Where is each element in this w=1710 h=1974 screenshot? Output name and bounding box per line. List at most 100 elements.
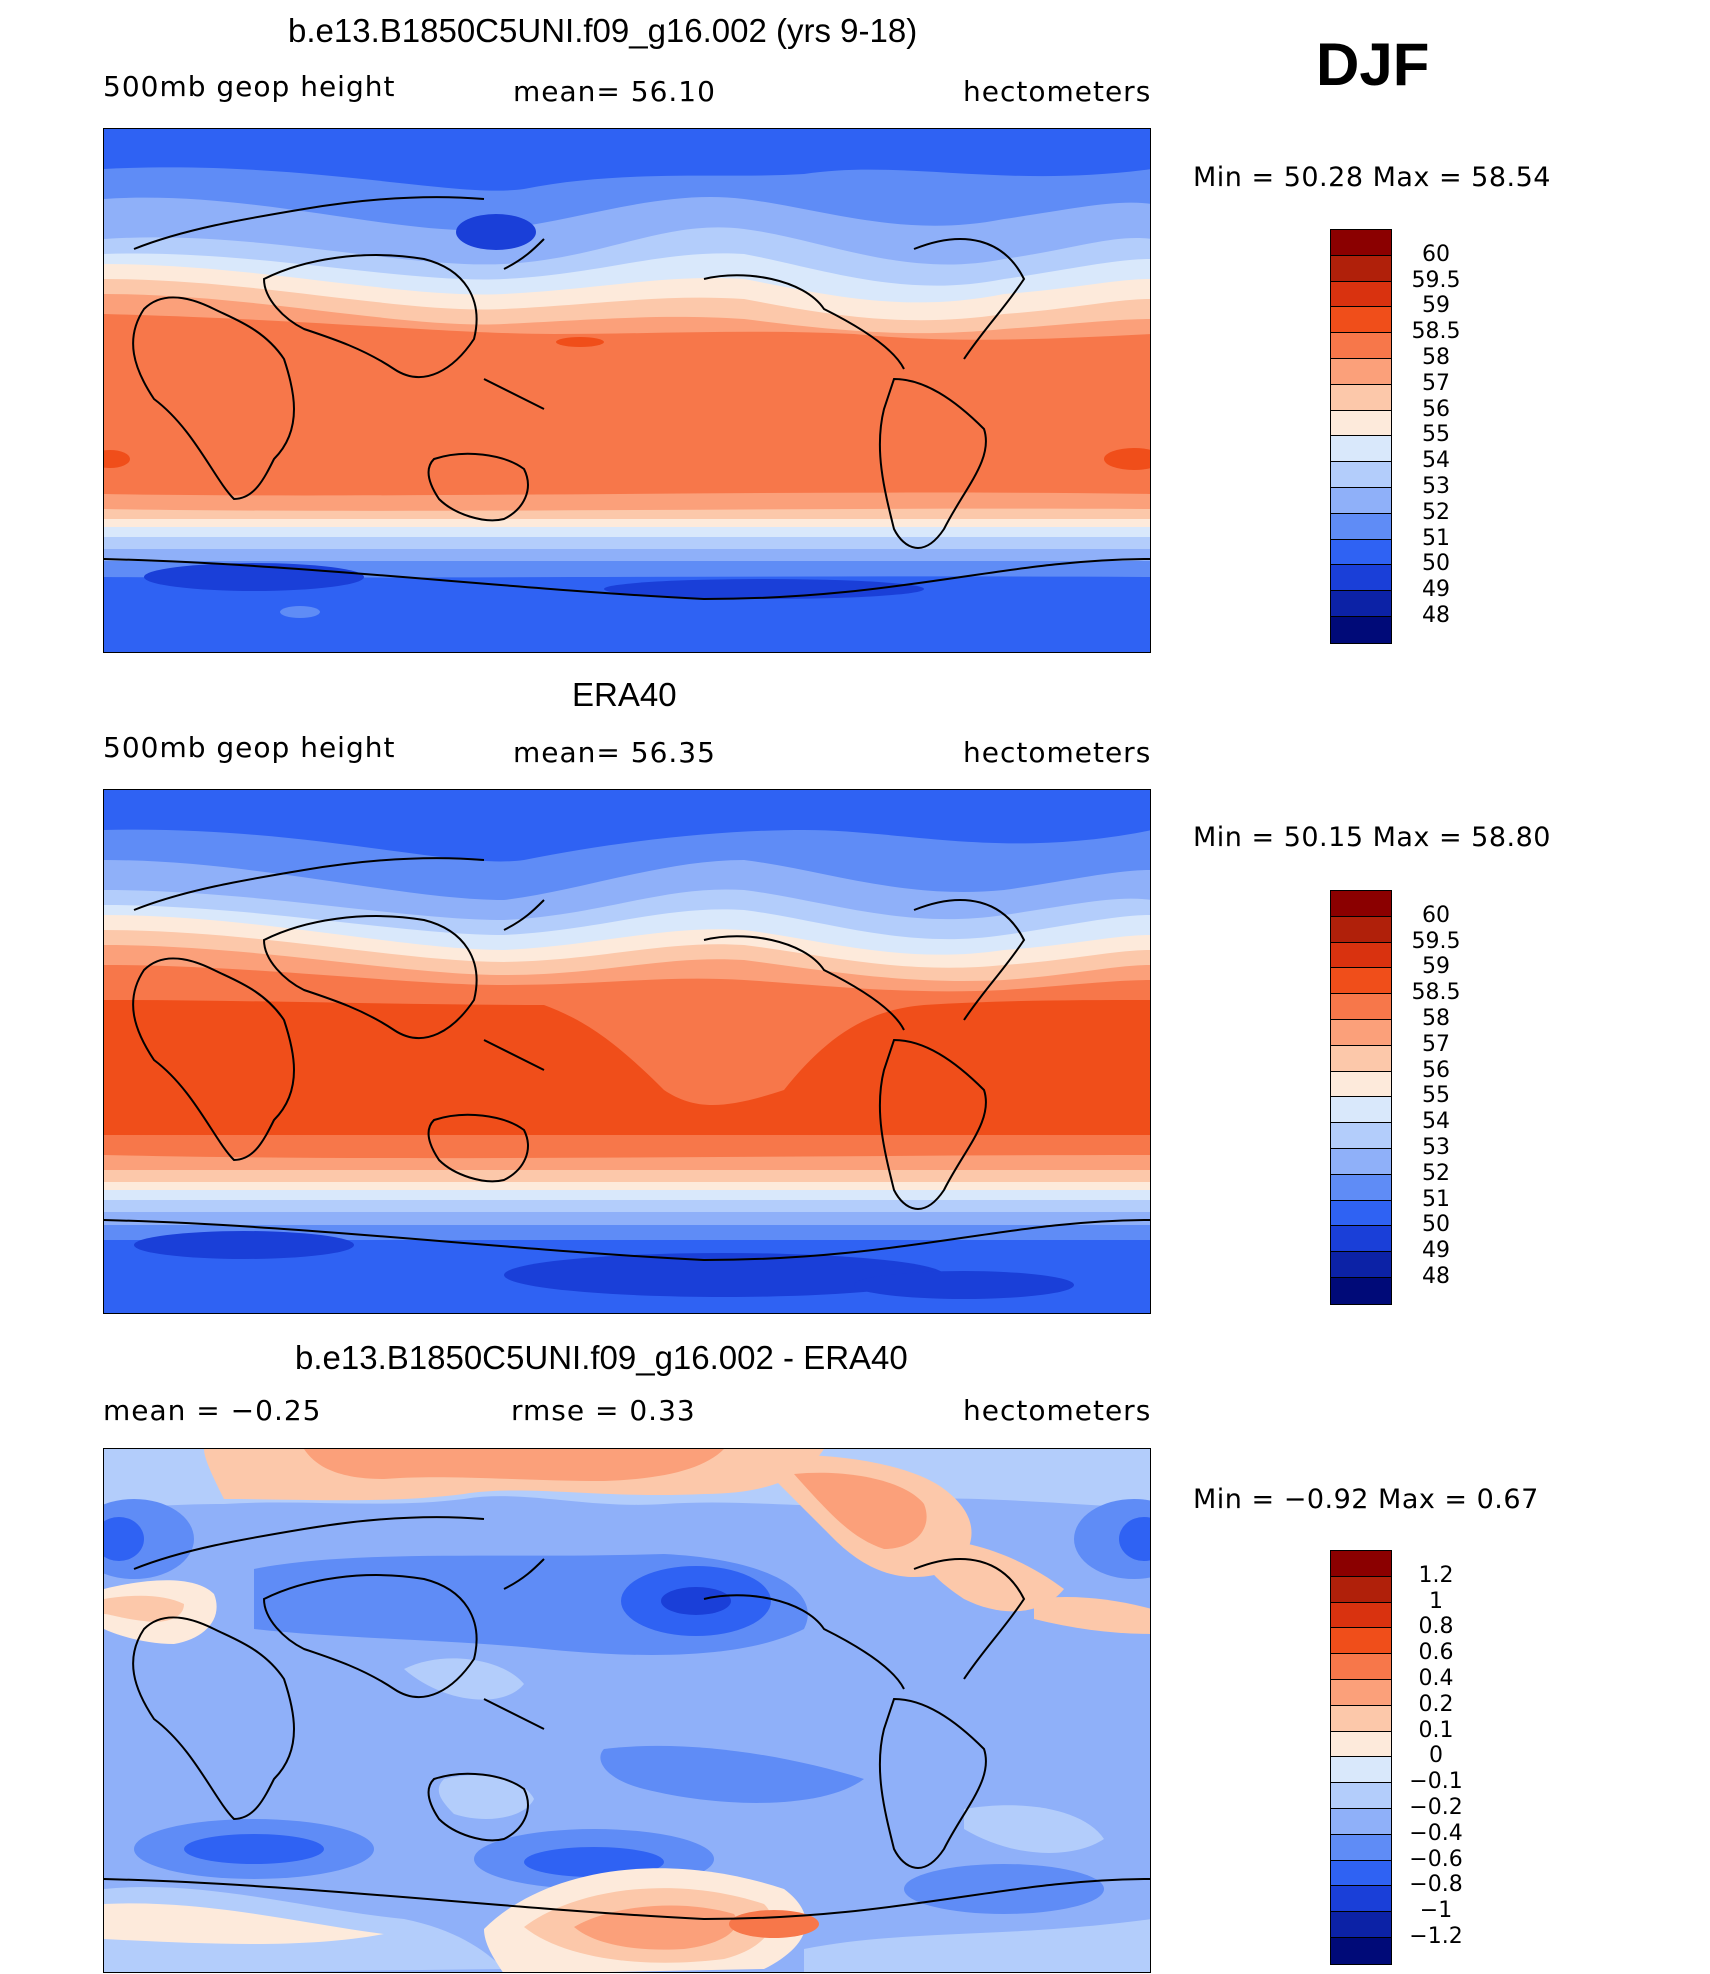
model-contour-field: [104, 129, 1150, 652]
colorbar-swatch: [1331, 1860, 1391, 1887]
colorbar-swatch: [1331, 539, 1391, 566]
colorbar-swatch: [1331, 1679, 1391, 1706]
colorbar-swatch: [1331, 281, 1391, 308]
colorbar-swatch: [1331, 384, 1391, 411]
difference-map: [103, 1448, 1151, 1973]
colorbar-swatch: [1331, 1834, 1391, 1861]
colorbar-swatch: [1331, 1123, 1391, 1149]
colorbar-label: 58.5: [1411, 980, 1461, 1006]
colorbar-swatch: [1331, 1045, 1391, 1072]
colorbar-swatch: [1331, 1731, 1391, 1758]
panel3-center-label: rmse = 0.33: [511, 1394, 696, 1427]
colorbar-label: −1.2: [1409, 1924, 1463, 1949]
panel2-right-label: hectometers: [963, 736, 1152, 769]
colorbar-swatch: [1331, 1886, 1391, 1913]
colorbar-swatch: [1331, 1912, 1391, 1938]
colorbar-label: 59: [1422, 954, 1450, 980]
panel3-left-label: mean = −0.25: [103, 1394, 322, 1427]
season-label: DJF: [1316, 31, 1430, 98]
colorbar-swatch: [1331, 1602, 1391, 1629]
colorbar-label: −0.6: [1409, 1846, 1463, 1872]
colorbar-swatch: [1331, 333, 1391, 359]
colorbar-swatch: [1331, 942, 1391, 969]
colorbar-label: 49: [1422, 1238, 1450, 1264]
colorbar-swatch: [1331, 255, 1391, 282]
panel3-right-label: hectometers: [963, 1394, 1152, 1427]
colorbar-swatch: [1331, 1551, 1391, 1577]
colorbar-label: 53: [1422, 1135, 1450, 1160]
colorbar-label: −1: [1419, 1898, 1453, 1924]
colorbar-label: 55: [1422, 1083, 1450, 1109]
colorbar-swatch: [1331, 1705, 1391, 1732]
colorbar-swatch: [1331, 1019, 1391, 1046]
colorbar-label: 0.2: [1418, 1691, 1454, 1717]
colorbar-swatch: [1331, 1628, 1391, 1655]
panel1-minmax: Min = 50.28 Max = 58.54: [1193, 162, 1551, 193]
colorbar-swatch: [1331, 1654, 1391, 1680]
colorbar-label: 58.5: [1411, 319, 1461, 345]
colorbar-label: 0.8: [1418, 1614, 1454, 1640]
colorbar-swatch: [1331, 994, 1391, 1020]
colorbar-label: 48: [1422, 603, 1450, 628]
era40-map: [103, 789, 1151, 1314]
colorbar-swatch: [1331, 591, 1391, 617]
colorbar-label: 59: [1422, 293, 1450, 319]
colorbar-label: −0.1: [1409, 1769, 1463, 1795]
colorbar-label: 58: [1422, 1006, 1450, 1031]
colorbar-swatch: [1331, 358, 1391, 385]
colorbar-label: 0.4: [1418, 1666, 1454, 1691]
colorbar-swatch: [1331, 1576, 1391, 1603]
colorbar-swatch: [1331, 487, 1391, 514]
colorbar-swatch: [1331, 565, 1391, 592]
colorbar-swatch: [1331, 1937, 1391, 1964]
panel2-minmax: Min = 50.15 Max = 58.80: [1193, 822, 1551, 853]
panel2-title: ERA40: [572, 676, 677, 713]
colorbar-swatch: [1331, 1071, 1391, 1098]
colorbar-label: 0: [1429, 1743, 1443, 1769]
colorbar-swatch: [1331, 1148, 1391, 1175]
colorbar-label: 51: [1422, 1186, 1450, 1212]
colorbar-label: 54: [1422, 1109, 1450, 1135]
panel2-left-label: 500mb geop height: [103, 731, 396, 764]
colorbar-swatch: [1331, 968, 1391, 995]
colorbar-label: 0.1: [1418, 1717, 1454, 1743]
colorbar-label: 56: [1422, 396, 1450, 422]
colorbar-swatch: [1331, 410, 1391, 437]
colorbar-swatch: [1331, 230, 1391, 256]
panel1-right-label: hectometers: [963, 75, 1152, 108]
colorbar-swatch: [1331, 1808, 1391, 1835]
colorbar-label: −0.4: [1409, 1820, 1463, 1846]
colorbar-label: 50: [1422, 551, 1450, 577]
colorbar-swatch: [1331, 891, 1391, 917]
colorbar-model: [1330, 229, 1392, 644]
colorbar-swatch: [1331, 513, 1391, 540]
panel1-title: b.e13.B1850C5UNI.f09_g16.002 (yrs 9-18): [288, 12, 918, 49]
colorbar-difference: [1330, 1550, 1392, 1965]
colorbar-label: 57: [1422, 370, 1450, 396]
colorbar-label: 52: [1422, 499, 1450, 525]
coastline-outlines: [104, 857, 1150, 1262]
colorbar-swatch: [1331, 436, 1391, 463]
colorbar-swatch: [1331, 307, 1391, 334]
coastline-outlines: [104, 196, 1150, 601]
colorbar-swatch: [1331, 462, 1391, 488]
difference-contour-field: [104, 1449, 1150, 1972]
colorbar-label: 56: [1422, 1057, 1450, 1083]
panel1-center-label: mean= 56.10: [513, 75, 716, 108]
model-map: [103, 128, 1151, 653]
colorbar-swatch: [1331, 1252, 1391, 1278]
colorbar-swatch: [1331, 1757, 1391, 1784]
colorbar-swatch: [1331, 616, 1391, 643]
colorbar-swatch: [1331, 1174, 1391, 1201]
colorbar-swatch: [1331, 916, 1391, 943]
colorbar-label: 55: [1422, 422, 1450, 448]
colorbar-label: −0.2: [1409, 1795, 1463, 1820]
colorbar-swatch: [1331, 1783, 1391, 1809]
panel1-left-label: 500mb geop height: [103, 70, 396, 103]
colorbar-label: 50: [1422, 1212, 1450, 1238]
panel3-minmax: Min = −0.92 Max = 0.67: [1193, 1484, 1539, 1515]
colorbar-label: 58: [1422, 345, 1450, 370]
colorbar-label: 51: [1422, 525, 1450, 551]
colorbar-swatch: [1331, 1226, 1391, 1253]
colorbar-swatch: [1331, 1200, 1391, 1227]
